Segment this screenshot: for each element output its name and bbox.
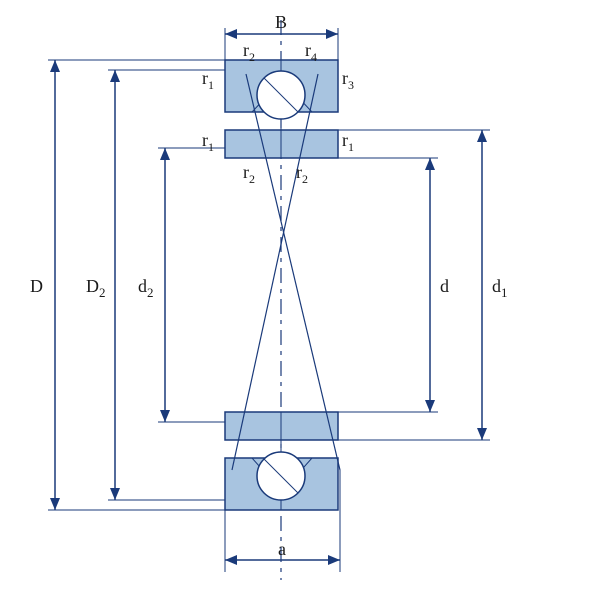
dim-D: D [30,60,225,510]
svg-text:D2: D2 [86,276,106,300]
label-D2-sub: 2 [99,285,106,300]
label-a: a [278,539,286,559]
svg-text:d1: d1 [492,276,508,300]
label-d2-sub: 2 [147,285,154,300]
label-r2-top-inner-left-below: r2 [243,162,255,186]
label-D2-main: D [86,276,99,296]
label-D: D [30,276,43,296]
svg-text:d2: d2 [138,276,154,300]
label-B: B [275,12,287,32]
label-r2-top-inner-right-below: r2 [296,162,308,186]
dim-d1: d1 [338,130,508,440]
label-r1-top-inner-right: r1 [342,130,354,154]
label-d2-main: d [138,276,147,296]
dim-d2: d2 [138,148,225,422]
dim-d: d [338,158,449,412]
bearing-diagram: B a D D2 d2 [0,0,600,600]
label-r3-top-outer-right-face: r3 [342,68,354,92]
label-r1-top-outer-left-face: r1 [202,68,214,92]
label-d: d [440,276,449,296]
label-d1-main: d [492,276,501,296]
label-d1-sub: 1 [501,285,508,300]
label-r1-top-inner-left: r1 [202,130,214,154]
